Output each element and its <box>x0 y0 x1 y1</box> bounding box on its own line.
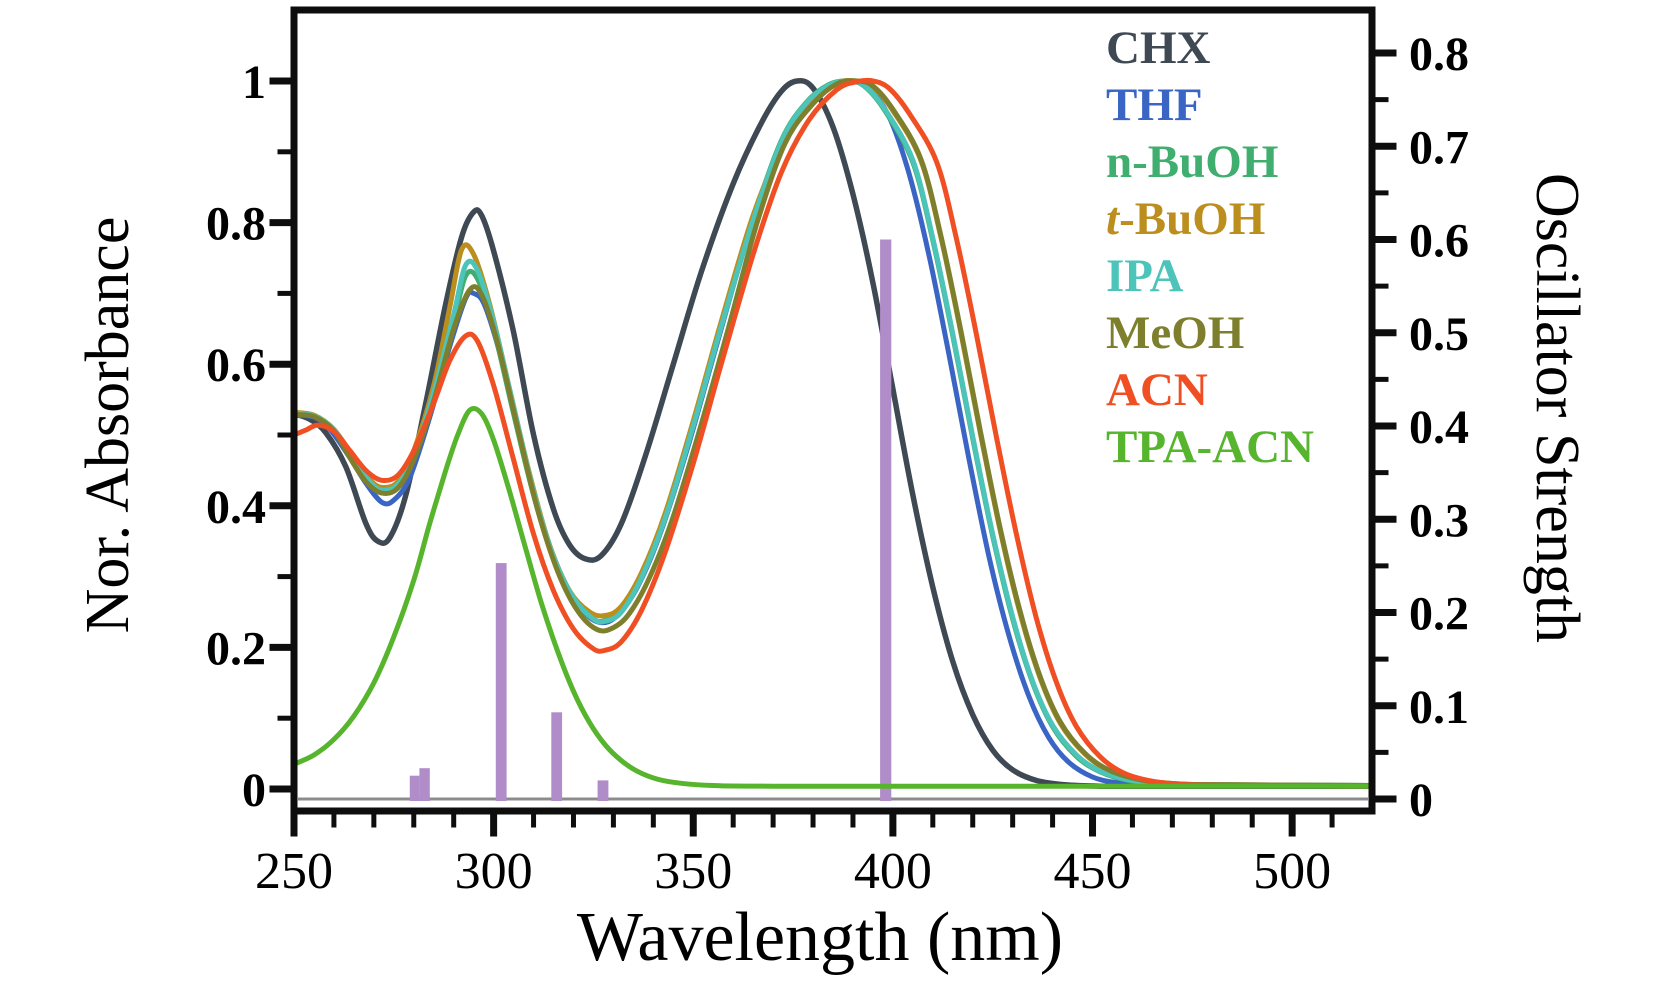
y-left-tick-label: 0 <box>242 764 266 817</box>
oscillator-bars-group <box>409 239 892 801</box>
y-right-tick-label: 0.3 <box>1409 494 1469 547</box>
y-left-tick-label: 0.6 <box>206 339 266 392</box>
y-axis-title-right: Oscillator Strength <box>1523 173 1591 643</box>
x-tick-label: 300 <box>455 843 533 900</box>
oscillator-bar-3 <box>551 712 563 801</box>
axes-group: 250 300 350 400 450 500 0 0.2 0.4 0.6 0.8 1 0 0.1 0.2 0… <box>206 6 1469 900</box>
x-tick-label: 400 <box>854 843 932 900</box>
y-right-tick-label: 0.5 <box>1409 308 1469 361</box>
x-tick-label: 350 <box>654 843 732 900</box>
x-tick-label: 450 <box>1054 843 1132 900</box>
x-tick-label: 500 <box>1253 843 1331 900</box>
y-right-tick-label: 0.8 <box>1409 28 1469 81</box>
legend-item-n-BuOH: n-BuOH <box>1106 136 1278 188</box>
legend-item-MeOH: MeOH <box>1106 307 1244 359</box>
legend-item-TPA-ACN: TPA-ACN <box>1106 421 1314 473</box>
legend-item-CHX: CHX <box>1106 22 1211 74</box>
y-left-tick-label: 1 <box>242 56 266 109</box>
y-right-tick-label: 0.2 <box>1409 588 1469 641</box>
legend-item-t-BuOH: t-BuOH <box>1106 193 1265 245</box>
oscillator-bar-2 <box>495 563 507 801</box>
y-right-tick-label: 0.6 <box>1409 215 1469 268</box>
y-right-tick-label: 0.1 <box>1409 681 1469 734</box>
y-left-tick-label: 0.4 <box>206 481 266 534</box>
x-axis-title: Wavelength (nm) <box>577 899 1063 976</box>
series-ACN <box>291 77 1375 789</box>
y-right-tick-label: 0.4 <box>1409 401 1469 454</box>
legend-item-ACN: ACN <box>1106 364 1208 416</box>
y-right-tick-label: 0 <box>1409 774 1433 827</box>
oscillator-bar-1 <box>419 768 430 801</box>
legend-item-THF: THF <box>1106 79 1203 131</box>
oscillator-bar-4 <box>597 780 609 801</box>
oscillator-bar-5 <box>880 239 892 801</box>
x-tick-label: 250 <box>255 843 333 900</box>
legend-item-IPA: IPA <box>1106 250 1184 302</box>
y-left-tick-label: 0.2 <box>206 622 266 675</box>
plot-frame <box>290 6 1376 815</box>
series-front-group <box>291 77 1375 789</box>
y-right-tick-label: 0.7 <box>1409 121 1469 174</box>
series-TPA-ACN <box>291 405 1375 789</box>
y-left-tick-label: 0.8 <box>206 198 266 251</box>
y-axis-title-left: Nor. Absorbance <box>74 217 142 634</box>
oscillator-bar-0 <box>409 775 420 801</box>
